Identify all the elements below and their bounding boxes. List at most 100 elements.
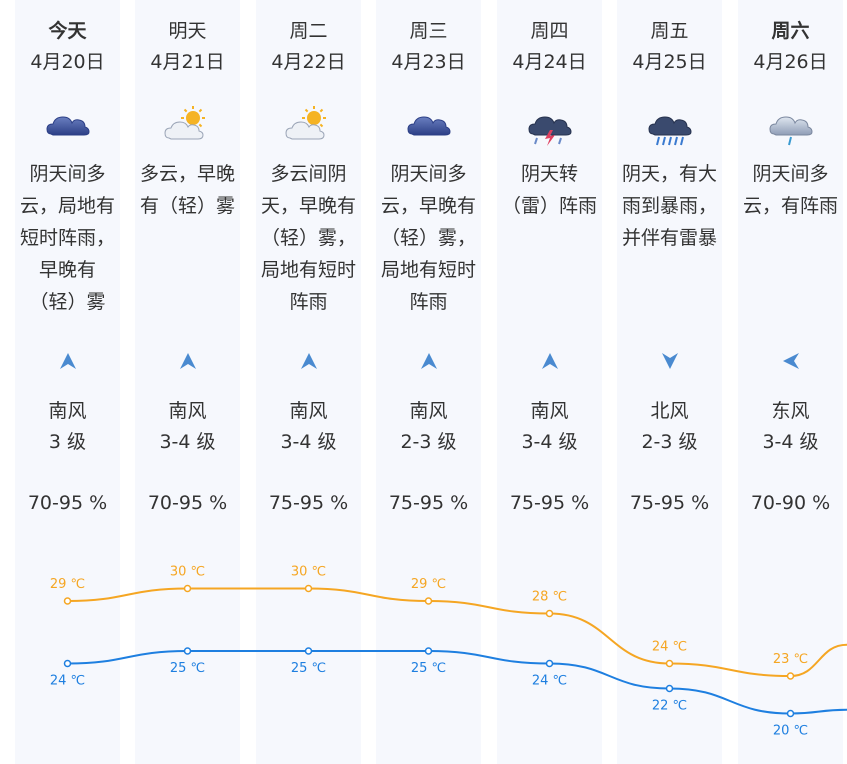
wind-direction-label: 南风 [289,400,328,422]
low-temp-label: 24 ℃ [532,674,567,689]
description-line: 阵雨 [289,291,328,313]
high-temp-line [67,587,847,678]
date-label: 4月21日 [150,51,225,73]
description-line: 阵雨 [409,291,448,313]
low-temp-label: 20 ℃ [773,724,808,739]
description-line: 多云间阴 [270,163,347,185]
shower-rain-icon [766,104,816,148]
wind-direction-arrow-down-icon [659,350,681,372]
wind-direction-label: 南风 [530,400,569,422]
humidity-label: 70-90 % [750,492,831,514]
heavy-rain-icon [645,104,695,148]
description-line: 天，早晚有 [260,195,356,217]
low-temp-point [63,659,72,668]
description-line: 阴天间多 [390,163,467,185]
humidity-label: 70-95 % [147,492,228,514]
date-label: 4月25日 [632,51,707,73]
weather-description: 多云，早晚有（轻）雾 [135,158,240,222]
humidity-label: 70-95 % [27,492,108,514]
description-line: 云，早晚有 [380,195,476,217]
low-temp-label: 22 ℃ [652,699,687,714]
overcast-cloud-icon [404,104,454,148]
partly-cloudy-icon [284,104,334,148]
description-line: 阴天转 [520,163,578,185]
wind-direction-label: 南风 [168,400,207,422]
wind-level-label: 2-3 级 [400,431,457,453]
wind-direction-label: 南风 [48,400,87,422]
description-line: 局地有短时 [260,259,356,281]
forecast-day-column: 周三 4月23日阴天间多云，早晚有 （轻）雾， 局地有短时阵雨南风 2-3 级 75-95… [376,0,481,764]
low-temp-point [424,647,433,655]
wind-direction-label: 东风 [771,400,810,422]
high-temp-point [63,597,72,605]
description-line: 云，局地有 [19,195,115,217]
weather-description: 阴天，有大 雨到暴雨， 并伴有雷暴 [617,158,722,254]
description-line: 云，有阵雨 [742,195,838,217]
date-label: 4月23日 [391,51,466,73]
wind-direction-label: 北风 [650,400,689,422]
date-label: 4月20日 [30,51,105,73]
wind-level-label: 2-3 级 [641,431,698,453]
wind-level-label: 3-4 级 [159,431,216,453]
description-line: （雷）阵雨 [501,195,597,217]
description-line: 阴天间多 [29,163,106,185]
forecast-day-column: 周五 4月25日 阴天，有大 雨到暴雨， 并伴有雷暴 北风 2-3 级 75-95 % [617,0,722,764]
day-label: 今天 [48,20,87,42]
weather-description: 多云间阴天，早晚有 （轻）雾， 局地有短时阵雨 [256,158,361,318]
description-line: 有（轻）雾 [139,195,235,217]
forecast-day-column: 周四 4月24日 阴天转 （雷）阵雨 南风 3-4 级 75-95 % [497,0,602,764]
wind-level-label: 3-4 级 [521,431,578,453]
humidity-label: 75-95 % [509,492,590,514]
description-line: 并伴有雷暴 [621,227,717,249]
forecast-day-column: 明天 4月21日多云，早晚有（轻）雾南风 3-4 级 70-95 % [135,0,240,764]
day-label: 明天 [168,20,207,42]
wind-direction-arrow-up-icon [177,350,199,372]
day-label: 周三 [409,20,448,42]
high-temp-point [665,659,674,668]
day-label: 周四 [530,20,569,42]
weather-description: 阴天间多云，早晚有 （轻）雾， 局地有短时阵雨 [376,158,481,318]
forecast-day-column: 周六 4月26日 阴天间多 云，有阵雨 东风 3-4 级 70-90 % [738,0,843,764]
high-temp-point [304,584,313,593]
day-label: 周二 [289,20,328,42]
high-temp-label: 30 ℃ [170,565,205,580]
overcast-cloud-icon [43,104,93,148]
low-temp-point [183,647,192,655]
description-line: （轻）雾， [260,227,356,249]
low-temp-point [665,684,674,693]
weather-description: 阴天间多云，有阵雨 [738,158,843,222]
humidity-label: 75-95 % [629,492,710,514]
high-temp-label: 29 ℃ [411,577,446,592]
weather-description: 阴天间多 云，局地有 短时阵雨， 早晚有 （轻）雾 [15,158,120,318]
description-line: 早晚有 [38,259,96,281]
thunderstorm-icon [525,104,575,148]
humidity-label: 75-95 % [388,492,469,514]
high-temp-label: 24 ℃ [652,640,687,655]
partly-cloudy-icon [163,104,213,148]
description-line: 阴天间多 [752,163,829,185]
description-line: 局地有短时 [380,259,476,281]
high-temp-point [183,584,192,593]
wind-direction-arrow-up-icon [418,350,440,372]
description-line: 多云，早晚 [139,163,235,185]
description-line: （轻）雾， [380,227,476,249]
low-temp-point [786,709,795,718]
description-line: 雨到暴雨， [621,195,717,217]
humidity-label: 75-95 % [268,492,349,514]
high-temp-point [424,597,433,605]
wind-level-label: 3-4 级 [762,431,819,453]
forecast-day-column: 今天 4月20日 阴天间多 云，局地有 短时阵雨， 早晚有 （轻）雾 南风 3 级 70-95 % [15,0,120,764]
low-temp-point [545,659,554,668]
wind-direction-label: 南风 [409,400,448,422]
high-temp-label: 23 ℃ [773,652,808,667]
high-temp-point [786,672,795,680]
low-temp-label: 25 ℃ [291,661,326,676]
high-temp-point [545,609,554,618]
wind-direction-arrow-up-icon [539,350,561,372]
wind-direction-arrow-up-icon [298,350,320,372]
low-temp-label: 25 ℃ [170,661,205,676]
forecast-day-column: 周二 4月22日 多云间阴 天，早晚有 （轻）雾， 局地有短时 阵雨 南风 3-4 级 75-95… [256,0,361,764]
low-temp-label: 24 ℃ [50,674,85,689]
description-line: （轻）雾 [29,291,106,313]
